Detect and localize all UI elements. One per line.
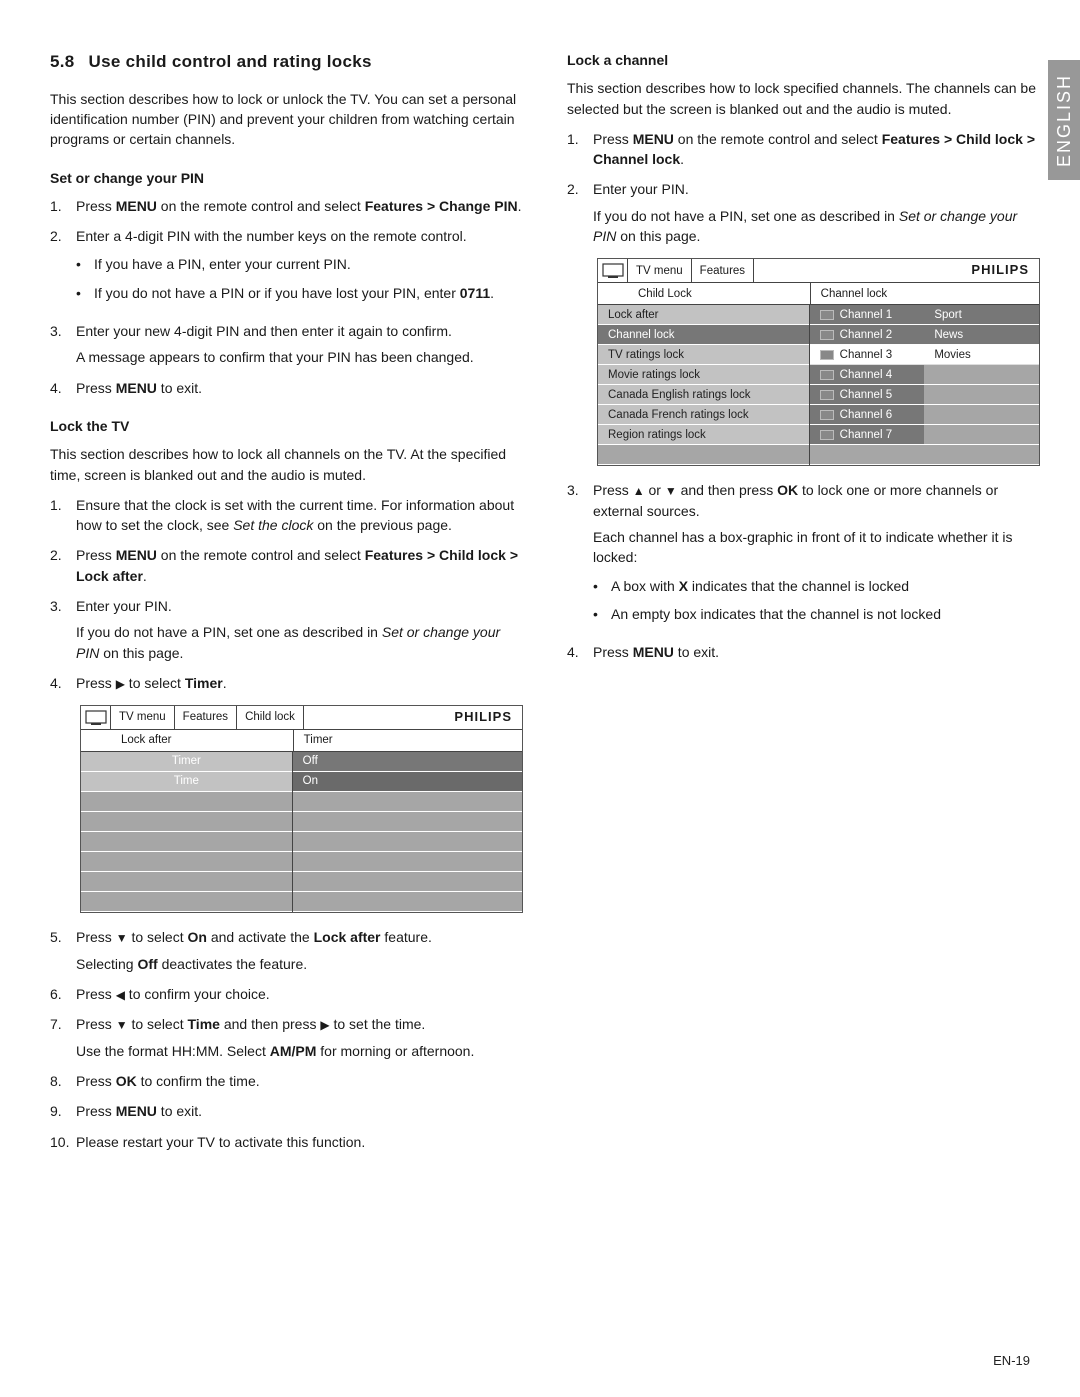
list-step: 8.Press OK to confirm the time. — [50, 1071, 523, 1091]
list-step: 3.Press ▲ or ▼ and then press OK to lock… — [567, 480, 1040, 632]
lock-channel-steps-b: 3.Press ▲ or ▼ and then press OK to lock… — [567, 480, 1040, 662]
list-step: 5.Press ▼ to select On and activate the … — [50, 927, 523, 974]
lock-channel-intro: This section describes how to lock speci… — [567, 78, 1040, 119]
left-column: 5.8 Use child control and rating locks Th… — [50, 50, 523, 1162]
list-step: 3.Enter your PIN.If you do not have a PI… — [50, 596, 523, 663]
section-intro: This section describes how to lock or un… — [50, 89, 523, 150]
list-step: 7.Press ▼ to select Time and then press … — [50, 1014, 523, 1061]
language-tab: ENGLISH — [1048, 60, 1080, 180]
list-step: 10.Please restart your TV to activate th… — [50, 1132, 523, 1152]
tv-icon — [81, 706, 111, 730]
right-column: Lock a channel This section describes ho… — [567, 50, 1040, 1162]
list-step: 4.Press MENU to exit. — [567, 642, 1040, 662]
list-step: 2.Enter a 4-digit PIN with the number ke… — [50, 226, 523, 311]
lock-tv-steps-b: 5.Press ▼ to select On and activate the … — [50, 927, 523, 1152]
lock-tv-intro: This section describes how to lock all c… — [50, 444, 523, 485]
list-step: 6.Press ◀ to confirm your choice. — [50, 984, 523, 1004]
tv-icon — [598, 259, 628, 283]
list-step: 1.Press MENU on the remote control and s… — [567, 129, 1040, 170]
page-footer: EN-19 — [993, 1352, 1030, 1371]
subhead-lock-tv: Lock the TV — [50, 416, 523, 436]
list-step: 9.Press MENU to exit. — [50, 1101, 523, 1121]
set-pin-steps: 1.Press MENU on the remote control and s… — [50, 196, 523, 398]
list-step: 2.Enter your PIN.If you do not have a PI… — [567, 179, 1040, 246]
list-step: 4.Press MENU to exit. — [50, 378, 523, 398]
lock-channel-steps-a: 1.Press MENU on the remote control and s… — [567, 129, 1040, 246]
subhead-set-pin: Set or change your PIN — [50, 168, 523, 188]
section-title-text: Use child control and rating locks — [89, 52, 372, 71]
tv-menu-lock-after: TV menuFeaturesChild lockPHILIPSLock aft… — [80, 705, 523, 913]
list-step: 4.Press ▶ to select Timer. — [50, 673, 523, 693]
list-step: 2.Press MENU on the remote control and s… — [50, 545, 523, 586]
section-heading: 5.8 Use child control and rating locks — [50, 50, 523, 75]
list-step: 1.Press MENU on the remote control and s… — [50, 196, 523, 216]
subhead-lock-channel: Lock a channel — [567, 50, 1040, 70]
lock-tv-steps-a: 1.Ensure that the clock is set with the … — [50, 495, 523, 693]
list-step: 3.Enter your new 4-digit PIN and then en… — [50, 321, 523, 368]
list-step: 1.Ensure that the clock is set with the … — [50, 495, 523, 536]
tv-menu-channel-lock: TV menuFeaturesPHILIPSChild LockChannel … — [597, 258, 1040, 466]
section-number: 5.8 — [50, 52, 75, 71]
